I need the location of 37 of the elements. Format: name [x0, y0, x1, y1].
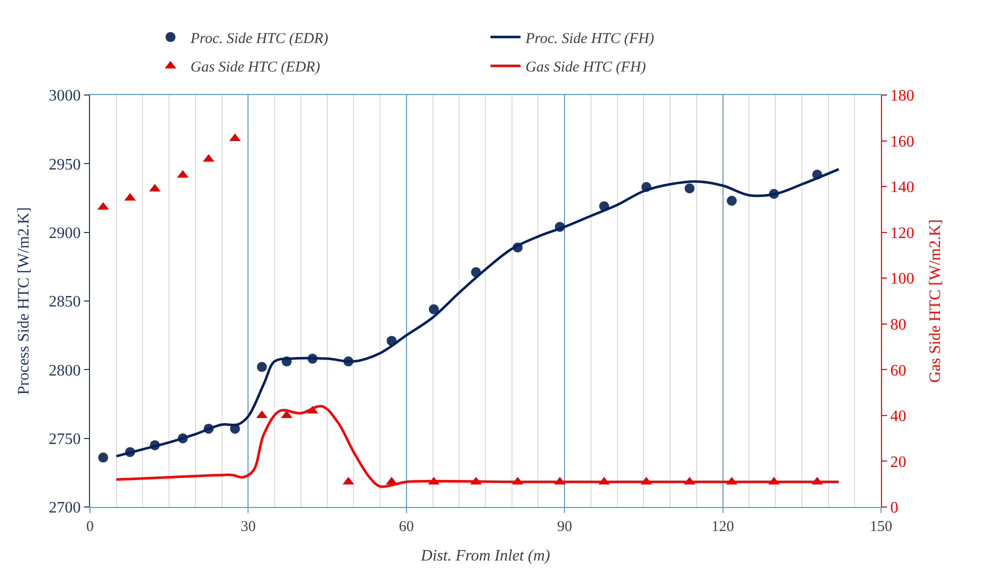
y-tick-label: 2850 — [48, 294, 81, 311]
y-axis-title: Process Side HTC [W/m2.K] — [16, 207, 33, 395]
point — [256, 362, 267, 372]
point — [428, 304, 439, 314]
x-tick-label: 120 — [712, 519, 734, 535]
y-tick-label: 2800 — [48, 362, 81, 380]
y-tick-label: 2950 — [48, 156, 81, 174]
y-tick-label: 2900 — [48, 224, 81, 242]
x-axis-title: Dist. From Inlet (m) — [420, 548, 550, 565]
y2-tick-label: 0 — [890, 500, 898, 517]
legend-label: Gas Side HTC (EDR) — [190, 60, 320, 76]
legend-label: Proc. Side HTC (EDR) — [190, 30, 328, 47]
y2-axis-title: Gas Side HTC [W/m2.K] — [926, 219, 944, 383]
y-tick-label: 3000 — [48, 88, 81, 105]
x-tick-label: 150 — [870, 519, 892, 535]
point — [98, 452, 108, 463]
y2-tick-label: 140 — [890, 179, 914, 196]
legend-label: Gas Side HTC (FH) — [526, 60, 646, 76]
y2-tick-label: 40 — [890, 408, 906, 426]
y2-tick-label: 120 — [890, 224, 914, 242]
y2-tick-label: 100 — [890, 270, 914, 288]
x-tick-label: 30 — [240, 519, 256, 535]
y2-tick-label: 80 — [890, 316, 906, 334]
y-tick-label: 2700 — [48, 500, 81, 517]
line-series — [115, 168, 840, 458]
point — [684, 183, 695, 194]
y2-tick-label: 160 — [890, 133, 914, 150]
y2-tick-label: 60 — [890, 362, 906, 380]
y2-tick-label: 180 — [890, 88, 914, 105]
y2-tick-label: 20 — [890, 454, 906, 471]
legend-label: Proc. Side HTC (FH) — [524, 30, 654, 47]
y-tick-label: 2750 — [48, 430, 81, 448]
x-tick-label: 0 — [86, 519, 94, 535]
x-tick-label: 90 — [557, 519, 572, 535]
line-series — [115, 404, 840, 488]
x-tick-label: 60 — [398, 519, 414, 535]
point — [726, 196, 737, 206]
